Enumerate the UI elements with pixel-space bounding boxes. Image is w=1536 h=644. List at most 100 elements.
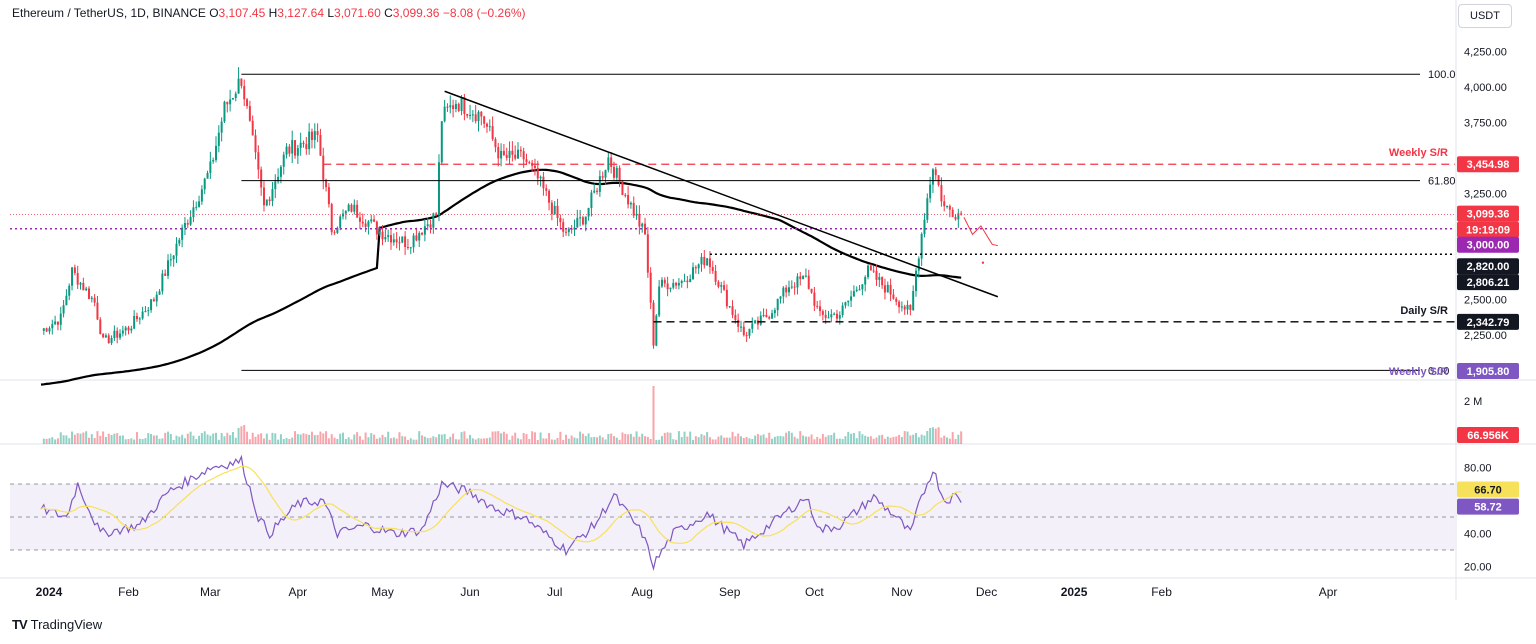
candle-body — [217, 132, 220, 146]
price-label: 2,342.79 — [1467, 317, 1510, 329]
candle-body — [418, 232, 421, 241]
volume-bar — [175, 435, 178, 444]
volume-bar — [663, 432, 666, 444]
volume-bar — [765, 437, 768, 444]
volume-bar — [666, 432, 669, 444]
candle-body — [339, 216, 342, 228]
volume-bar — [127, 439, 130, 444]
candle-body — [209, 161, 212, 173]
volume-bar — [610, 433, 613, 444]
volume-bar — [260, 433, 263, 444]
volume-bar — [632, 436, 635, 444]
volume-bar — [68, 438, 71, 444]
candle-body — [423, 226, 426, 235]
candle-body — [206, 172, 209, 179]
volume-bar — [915, 433, 917, 444]
candle-body — [864, 277, 867, 285]
candle-body — [740, 326, 742, 328]
volume-bar — [203, 431, 206, 444]
candle-body — [457, 103, 460, 111]
candle-body — [742, 326, 745, 336]
candle-body — [127, 327, 130, 331]
volume-bar — [279, 434, 282, 444]
candle-body — [327, 187, 330, 205]
candle-body — [641, 223, 644, 227]
candle-body — [711, 267, 714, 271]
volume-bar — [519, 439, 522, 444]
low-value: 3,071.60 — [334, 6, 381, 20]
volume-bar — [310, 431, 313, 444]
volume-bar — [463, 431, 466, 444]
close-label: C — [384, 6, 393, 20]
candle-body — [257, 152, 260, 170]
volume-bar — [731, 431, 734, 444]
candle-body — [748, 328, 751, 336]
candle-body — [903, 306, 906, 310]
volume-bar — [742, 437, 745, 444]
price-tick-label: 3,750.00 — [1464, 117, 1507, 129]
volume-bar — [429, 437, 432, 444]
volume-last-label: 66.956K — [1467, 430, 1509, 442]
candle-body — [68, 285, 71, 296]
candle-body — [310, 131, 313, 140]
candle-body — [265, 199, 268, 206]
candle-body — [821, 311, 824, 315]
candle-body — [720, 285, 723, 287]
volume-bar — [542, 438, 545, 444]
candle-body — [556, 205, 559, 218]
volume-bar — [855, 438, 858, 444]
volume-bar — [706, 432, 709, 444]
volume-bar — [590, 437, 593, 444]
volume-bar — [243, 425, 246, 444]
price-tick-label: 4,000.00 — [1464, 82, 1507, 94]
volume-bar — [200, 433, 203, 444]
candle-body — [305, 144, 308, 150]
candle-body — [353, 204, 356, 212]
candle-body — [367, 221, 370, 227]
volume-bar — [573, 437, 576, 444]
candle-body — [440, 121, 443, 163]
volume-bar — [454, 439, 457, 444]
volume-bar — [883, 438, 886, 444]
volume-bar — [748, 438, 751, 444]
volume-bar — [627, 434, 630, 444]
volume-bar — [183, 438, 186, 444]
volume-bar — [813, 439, 816, 444]
price-label-box — [1457, 274, 1519, 291]
candle-body — [480, 111, 483, 117]
price-label: 2,806.21 — [1467, 277, 1510, 289]
rsi-ma-line — [40, 465, 962, 544]
candle-body — [714, 270, 717, 282]
volume-bar — [169, 434, 172, 444]
candle-body — [917, 258, 920, 271]
candle-body — [776, 298, 779, 311]
volume-bar — [299, 434, 302, 444]
volume-bar — [539, 432, 542, 444]
candle-body — [895, 298, 898, 302]
price-label: 2,820.00 — [1467, 261, 1510, 273]
volume-bar — [119, 435, 122, 444]
candle-body — [223, 101, 226, 122]
candle-body — [900, 306, 903, 308]
price-label-box — [1457, 313, 1519, 330]
volume-bar — [99, 435, 102, 444]
volume-bar — [237, 427, 240, 444]
candle-body — [943, 201, 946, 207]
volume-bar — [319, 431, 322, 444]
candle-body — [937, 175, 940, 186]
volume-bar — [821, 433, 824, 444]
candle-body — [824, 314, 827, 318]
candle-body — [449, 105, 452, 108]
volume-bar — [948, 438, 951, 444]
candle-body — [488, 126, 491, 128]
candle-body — [82, 282, 85, 291]
volume-bar — [923, 435, 926, 444]
volume-bar — [819, 438, 822, 444]
candle-body — [102, 333, 105, 338]
volume-bar — [401, 436, 404, 444]
candle-body — [889, 284, 892, 295]
currency-button[interactable]: USDT — [1458, 4, 1512, 28]
candle-body — [466, 113, 469, 116]
volume-bar — [85, 431, 88, 444]
